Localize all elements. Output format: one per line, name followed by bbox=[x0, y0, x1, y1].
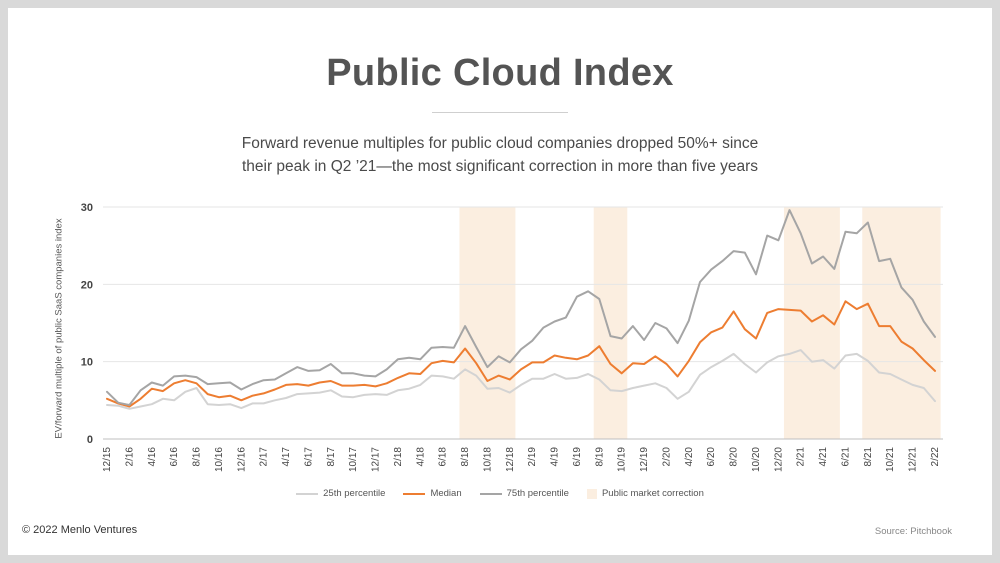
x-tick-label: 8/19 bbox=[594, 447, 605, 467]
x-tick-label: 2/16 bbox=[124, 447, 135, 467]
copyright-text: © 2022 Menlo Ventures bbox=[22, 524, 138, 536]
y-tick-label: 10 bbox=[81, 357, 93, 369]
legend-item-p25: 25th percentile bbox=[296, 488, 385, 499]
x-tick-label: 12/21 bbox=[908, 447, 919, 472]
x-tick-label: 2/20 bbox=[661, 447, 672, 467]
correction-period-1 bbox=[593, 207, 628, 439]
x-tick-label: 12/18 bbox=[505, 447, 516, 472]
x-tick-label: 2/17 bbox=[259, 447, 270, 467]
x-tick-label: 8/17 bbox=[326, 447, 337, 467]
x-tick-label: 4/18 bbox=[415, 447, 426, 467]
x-tick-label: 12/17 bbox=[371, 447, 382, 472]
y-tick-label: 20 bbox=[81, 279, 93, 291]
correction-period-2 bbox=[783, 207, 840, 439]
legend-swatch-p25 bbox=[296, 492, 319, 495]
x-tick-label: 12/20 bbox=[773, 447, 784, 472]
x-tick-label: 2/18 bbox=[393, 447, 404, 467]
x-tick-label: 6/18 bbox=[438, 447, 449, 467]
legend-item-p75: 75th percentile bbox=[479, 488, 569, 499]
legend: 25th percentile Median 75th percentile P… bbox=[0, 488, 1000, 499]
subtitle-line-1: Forward revenue multiples for public clo… bbox=[241, 135, 759, 152]
legend-label-p75: 75th percentile bbox=[506, 488, 569, 499]
x-tick-label: 8/18 bbox=[460, 447, 471, 467]
x-tick-label: 4/19 bbox=[550, 447, 561, 467]
x-tick-label: 4/17 bbox=[281, 447, 292, 467]
y-tick-label: 0 bbox=[87, 434, 93, 446]
legend-label-p25: 25th percentile bbox=[323, 488, 386, 499]
page-title: Public Cloud Index bbox=[326, 52, 674, 94]
x-tick-label: 10/20 bbox=[751, 447, 762, 472]
x-tick-label: 6/20 bbox=[706, 447, 717, 467]
series-line-p25 bbox=[106, 349, 936, 410]
x-tick-label: 6/19 bbox=[572, 447, 583, 467]
title-divider bbox=[432, 112, 568, 113]
x-tick-label: 10/18 bbox=[482, 447, 493, 472]
x-tick-label: 10/16 bbox=[214, 447, 225, 472]
series-line-median bbox=[106, 300, 936, 408]
x-tick-label: 2/19 bbox=[527, 447, 538, 467]
x-tick-label: 10/19 bbox=[617, 447, 628, 472]
x-tick-label: 2/22 bbox=[930, 447, 941, 467]
series-line-p75 bbox=[106, 209, 936, 406]
y-tick-label: 30 bbox=[81, 202, 93, 214]
x-tick-label: 6/21 bbox=[840, 447, 851, 467]
x-tick-label: 8/21 bbox=[863, 447, 874, 467]
legend-item-correction: Public market correction bbox=[586, 488, 704, 499]
x-tick-label: 4/21 bbox=[818, 447, 829, 467]
x-tick-label: 10/21 bbox=[885, 447, 896, 472]
legend-label-median: Median bbox=[430, 488, 462, 499]
x-tick-label: 10/17 bbox=[348, 447, 359, 472]
correction-period-0 bbox=[459, 207, 516, 439]
legend-swatch-correction bbox=[586, 488, 597, 499]
legend-swatch-median bbox=[403, 492, 426, 495]
x-tick-label: 4/20 bbox=[684, 447, 695, 467]
x-tick-label: 6/17 bbox=[303, 447, 314, 467]
subtitle-line-2: their peak in Q2 ’21—the most significan… bbox=[241, 158, 759, 175]
x-tick-label: 6/16 bbox=[169, 447, 180, 467]
source-text: Source: Pitchbook bbox=[874, 526, 952, 537]
x-tick-label: 8/16 bbox=[192, 447, 203, 467]
x-tick-label: 2/21 bbox=[796, 447, 807, 467]
legend-label-correction: Public market correction bbox=[601, 488, 704, 499]
legend-swatch-p75 bbox=[479, 492, 502, 495]
subtitle: Forward revenue multiples for public clo… bbox=[200, 132, 800, 178]
x-tick-label: 4/16 bbox=[147, 447, 158, 467]
x-tick-label: 8/20 bbox=[729, 447, 740, 467]
x-tick-label: 12/16 bbox=[236, 447, 247, 472]
x-tick-label: 12/15 bbox=[102, 447, 113, 472]
legend-item-median: Median bbox=[403, 488, 462, 499]
x-tick-label: 12/19 bbox=[639, 447, 650, 472]
